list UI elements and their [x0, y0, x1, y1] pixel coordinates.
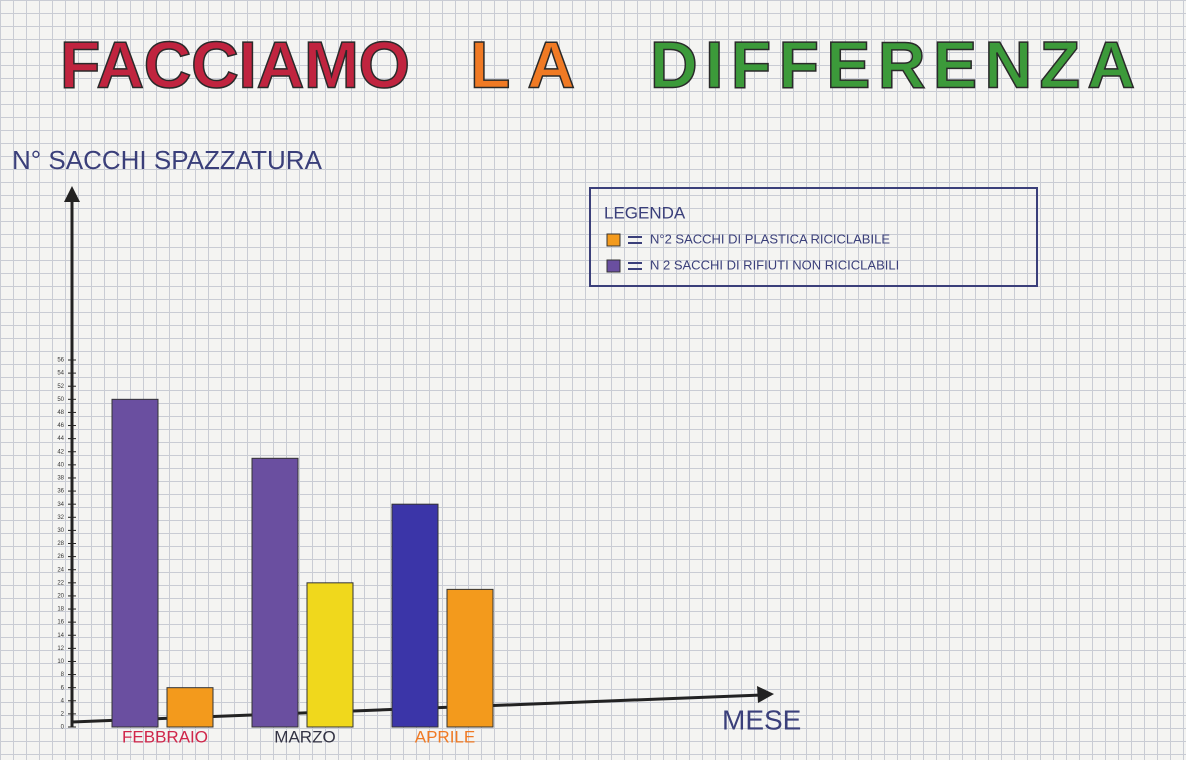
y-tick-label: 14 [57, 633, 64, 639]
page: FACCIAMO LA DIFFERENZA N° SACCHI SPAZZATUR… [0, 0, 1186, 760]
x-arrow [757, 686, 774, 703]
chart: FACCIAMO LA DIFFERENZA N° SACCHI SPAZZATUR… [0, 0, 1186, 760]
title-word: DIFFERENZA [650, 27, 1135, 101]
x-axis-label: MESE [722, 704, 801, 735]
y-tick-label: 54 [57, 371, 64, 377]
y-tick-label: 40 [57, 462, 64, 468]
bar [112, 399, 158, 727]
y-tick-label: 8 [61, 672, 65, 678]
y-tick-label: 6 [61, 685, 65, 691]
title-word: FACCIAMO [60, 27, 410, 101]
title: FACCIAMO LA DIFFERENZA [60, 27, 1135, 101]
y-tick-label: 16 [57, 620, 64, 626]
y-tick-label: 24 [57, 567, 64, 573]
y-tick-label: 10 [57, 659, 64, 665]
legend-label: N°2 SACCHI DI PLASTICA RICICLABILE [650, 231, 890, 246]
y-tick-label: 32 [57, 515, 64, 521]
x-tick-label: MARZO [274, 727, 335, 746]
bar [307, 583, 353, 727]
x-tick-label: FEBBRAIO [122, 727, 208, 746]
y-tick-label: 44 [57, 436, 64, 442]
y-tick-label: 0 [61, 725, 65, 731]
y-tick-label: 42 [57, 449, 64, 455]
y-tick-label: 12 [57, 646, 64, 652]
y-tick-label: 56 [57, 358, 64, 364]
bar [392, 504, 438, 727]
legend-swatch [607, 260, 620, 272]
y-tick-label: 26 [57, 554, 64, 560]
bar [252, 458, 298, 727]
y-tick-label: 2 [61, 711, 65, 717]
y-tick-label: 48 [57, 410, 64, 416]
y-tick-label: 28 [57, 541, 64, 547]
y-arrow [64, 186, 80, 202]
x-tick-label: APRILE [415, 727, 475, 746]
legend-label: N 2 SACCHI DI RIFIUTI NON RICICLABILI [650, 257, 899, 272]
y-tick-label: 22 [57, 580, 64, 586]
y-tick-label: 30 [57, 528, 64, 534]
y-tick-label: 36 [57, 489, 64, 495]
y-tick-label: 52 [57, 384, 64, 390]
y-tick-label: 50 [57, 397, 64, 403]
bar [447, 589, 493, 727]
y-axis-label: N° SACCHI SPAZZATURA [12, 145, 323, 175]
bar [167, 688, 213, 727]
y-tick-label: 38 [57, 476, 64, 482]
y-tick-label: 46 [57, 423, 64, 429]
title-word: LA [470, 27, 575, 101]
y-tick-label: 18 [57, 607, 64, 613]
y-tick-label: 34 [57, 502, 64, 508]
legend-title: LEGENDA [604, 203, 686, 222]
y-tick-label: 4 [61, 698, 65, 704]
y-tick-label: 20 [57, 594, 64, 600]
legend-swatch [607, 234, 620, 246]
